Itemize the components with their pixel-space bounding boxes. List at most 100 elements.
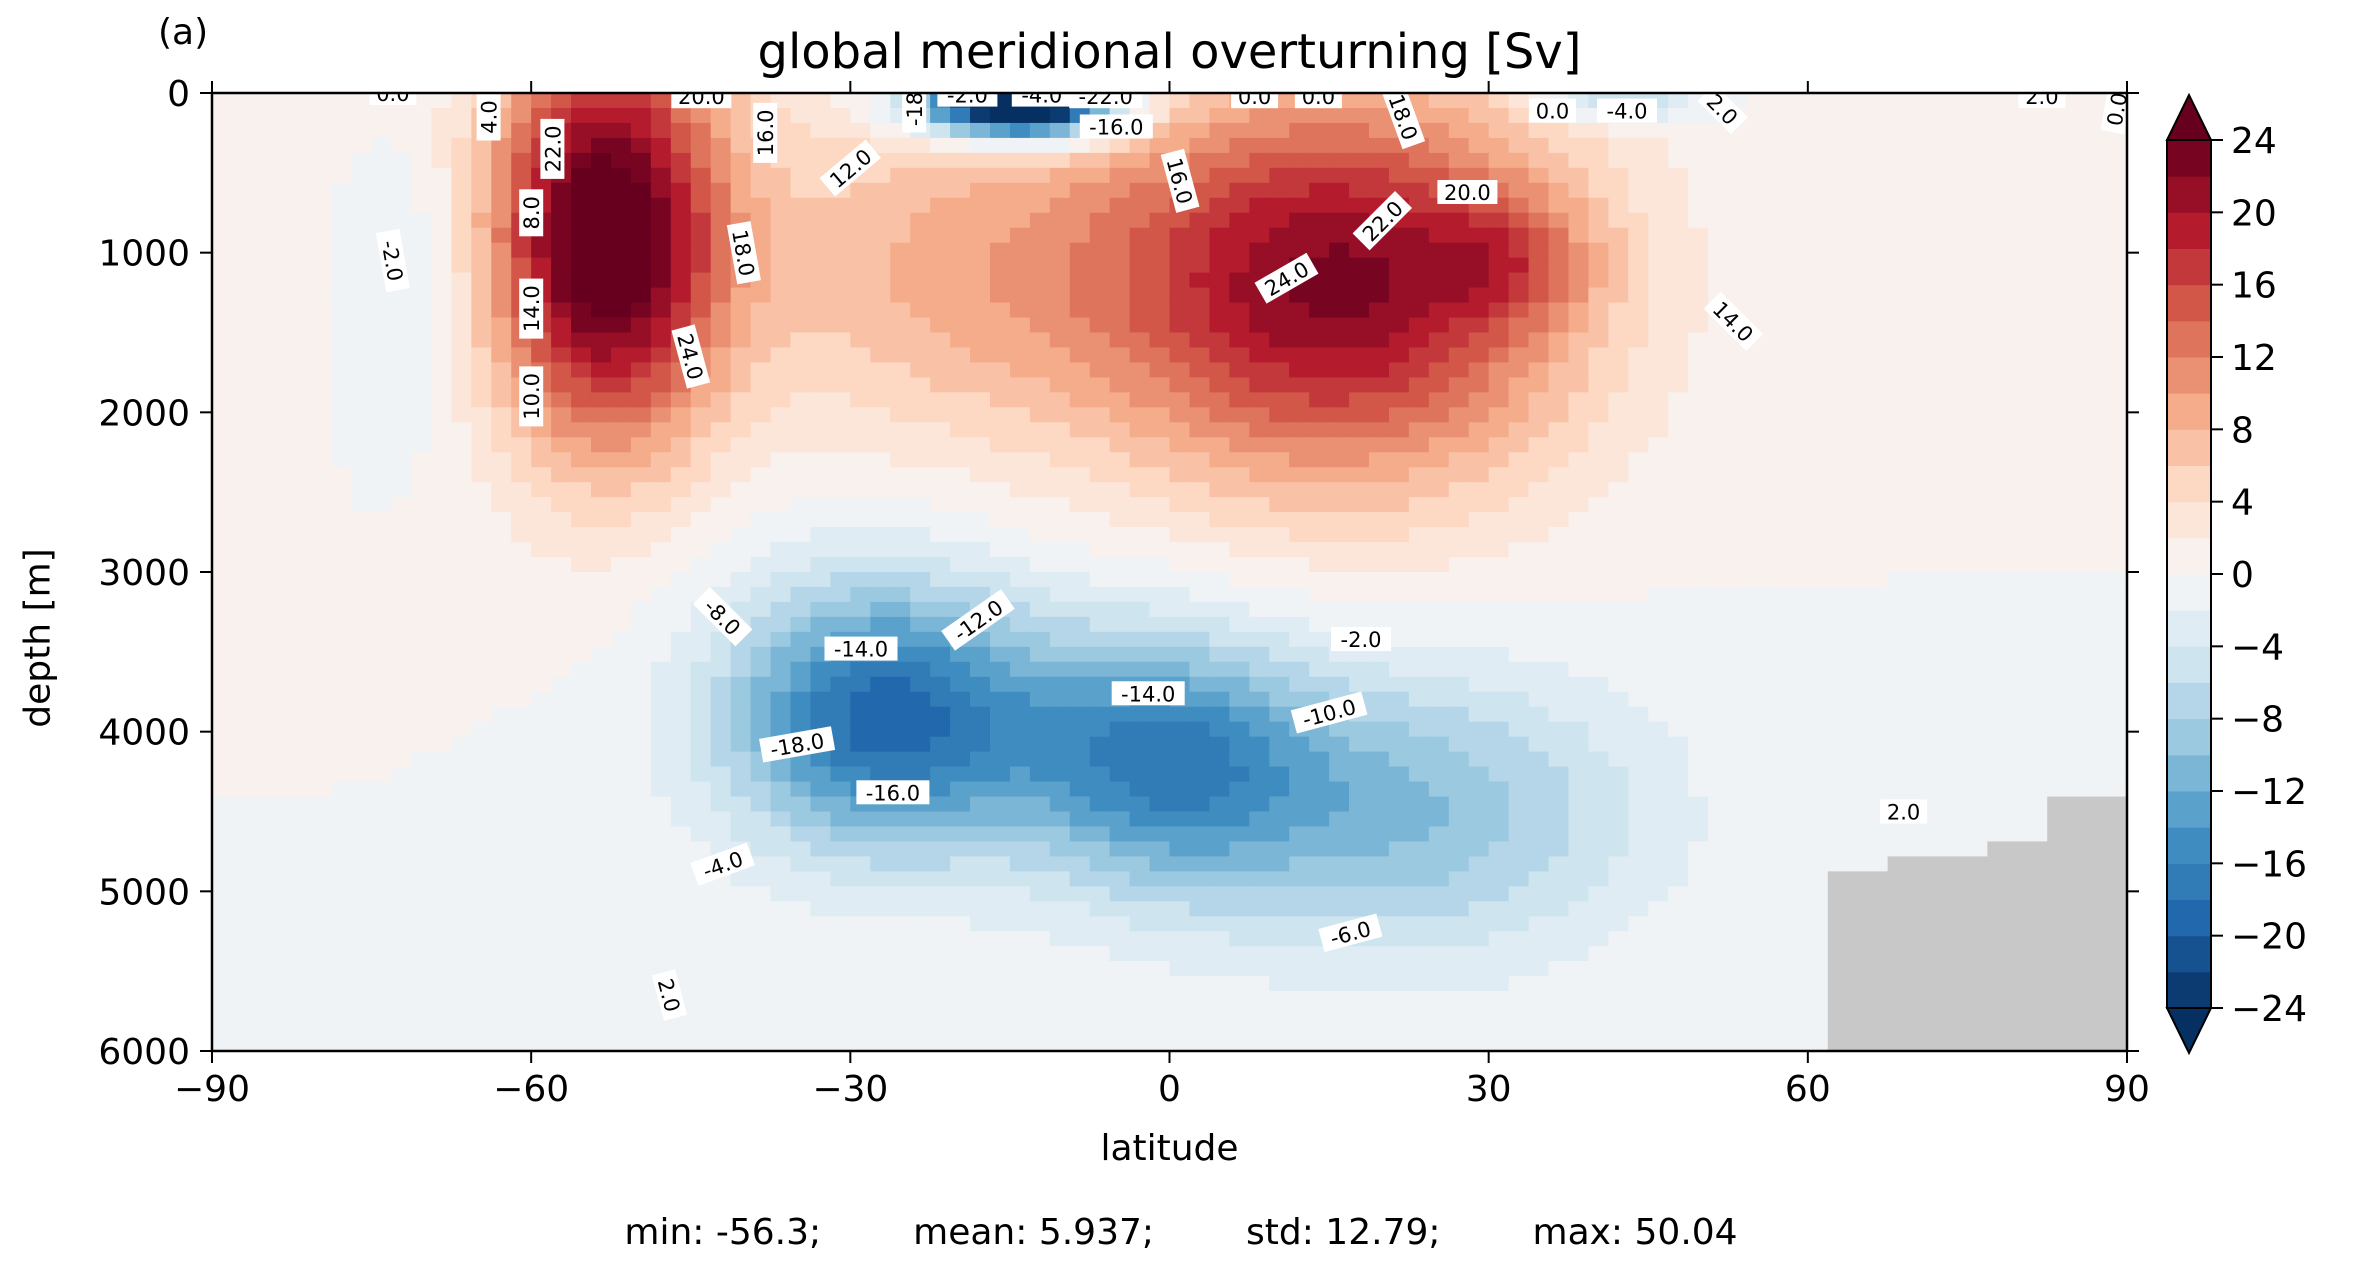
- field-cell: [1528, 706, 1550, 723]
- field-cell: [1448, 811, 1470, 828]
- field-cell: [1009, 482, 1031, 498]
- field-cell: [1009, 841, 1031, 858]
- field-cell: [431, 422, 452, 438]
- field-cell: [1867, 661, 1889, 678]
- field-cell: [551, 482, 572, 498]
- field-cell: [212, 227, 233, 244]
- field-cell: [989, 347, 1011, 364]
- field-cell: [710, 152, 732, 169]
- field-cell: [1947, 257, 1969, 274]
- field-cell: [670, 152, 692, 169]
- field-cell: [690, 826, 712, 843]
- field-cell: [1229, 377, 1250, 393]
- field-cell: [1967, 542, 1988, 558]
- field-cell: [1528, 122, 1550, 139]
- field-cell: [551, 287, 572, 304]
- field-cell: [1269, 796, 1290, 813]
- field-cell: [1987, 856, 2008, 872]
- field-cell: [630, 137, 652, 154]
- field-cell: [1907, 661, 1929, 678]
- field-cell: [1069, 691, 1091, 708]
- field-cell: [1967, 811, 1988, 828]
- field-cell: [650, 826, 672, 843]
- field-cell: [1129, 152, 1151, 169]
- field-cell: [1588, 811, 1609, 828]
- field-cell: [1209, 811, 1230, 828]
- field-cell: [491, 212, 512, 229]
- field-cell: [690, 841, 712, 858]
- field-cell: [451, 122, 472, 139]
- field-cell: [1628, 646, 1649, 663]
- field-cell: [1408, 766, 1430, 783]
- field-cell: [1688, 317, 1709, 334]
- field-cell: [1488, 317, 1510, 334]
- field-cell: [630, 497, 652, 513]
- field-cell: [1827, 572, 1849, 588]
- field-cell: [1049, 542, 1071, 558]
- field-cell: [471, 527, 492, 543]
- field-cell: [610, 137, 632, 154]
- field-cell: [1448, 572, 1470, 588]
- field-cell: [1767, 287, 1789, 304]
- field-cell: [730, 332, 752, 349]
- field-cell: [1209, 197, 1230, 214]
- field-cell: [591, 137, 612, 154]
- field-cell: [910, 721, 931, 738]
- field-cell: [212, 392, 233, 408]
- field-cell: [670, 437, 692, 453]
- field-cell: [730, 676, 752, 693]
- field-cell: [1468, 317, 1490, 334]
- field-cell: [1668, 751, 1689, 768]
- field-cell: [1069, 721, 1091, 738]
- field-cell: [790, 452, 812, 468]
- field-cell: [2067, 167, 2088, 184]
- field-cell: [1249, 796, 1270, 813]
- field-cell: [1009, 332, 1031, 349]
- field-cell: [1129, 781, 1151, 798]
- field-cell: [1767, 257, 1789, 274]
- field-cell: [1488, 452, 1510, 468]
- field-cell: [710, 377, 732, 393]
- field-cell: [1747, 736, 1769, 753]
- field-cell: [1069, 527, 1091, 543]
- field-cell: [1428, 736, 1450, 753]
- field-cell: [870, 616, 891, 633]
- field-cell: [810, 197, 831, 214]
- field-cell: [1588, 781, 1609, 798]
- field-cell: [1787, 497, 1809, 513]
- field-cell: [1448, 557, 1470, 573]
- field-cell: [1428, 557, 1450, 573]
- field-cell: [1807, 721, 1829, 738]
- field-cell: [1568, 482, 1590, 498]
- field-cell: [1249, 497, 1270, 513]
- field-cell: [511, 452, 532, 468]
- field-cell: [591, 497, 612, 513]
- field-cell: [1907, 856, 1929, 872]
- field-cell: [1508, 572, 1530, 588]
- field-cell: [1947, 197, 1969, 214]
- field-cell: [890, 721, 911, 738]
- field-cell: [610, 302, 632, 319]
- field-cell: [1708, 856, 1729, 872]
- field-cell: [1688, 332, 1709, 349]
- field-cell: [930, 646, 951, 663]
- field-cell: [1229, 272, 1250, 289]
- field-cell: [212, 796, 233, 813]
- field-cell: [1987, 646, 2008, 663]
- field-cell: [1428, 93, 1450, 109]
- field-cell: [1967, 736, 1988, 753]
- field-cell: [1648, 751, 1669, 768]
- field-cell: [1787, 826, 1809, 843]
- field-cell: [571, 721, 592, 738]
- field-cell: [810, 826, 831, 843]
- field-cell: [810, 527, 831, 543]
- field-cell: [730, 557, 752, 573]
- field-cell: [1109, 182, 1131, 199]
- field-cell: [371, 392, 393, 408]
- field-cell: [1089, 512, 1111, 528]
- field-cell: [630, 362, 652, 379]
- field-cell: [1747, 467, 1769, 483]
- field-cell: [690, 272, 712, 289]
- field-cell: [1049, 572, 1071, 588]
- field-cell: [1029, 497, 1051, 513]
